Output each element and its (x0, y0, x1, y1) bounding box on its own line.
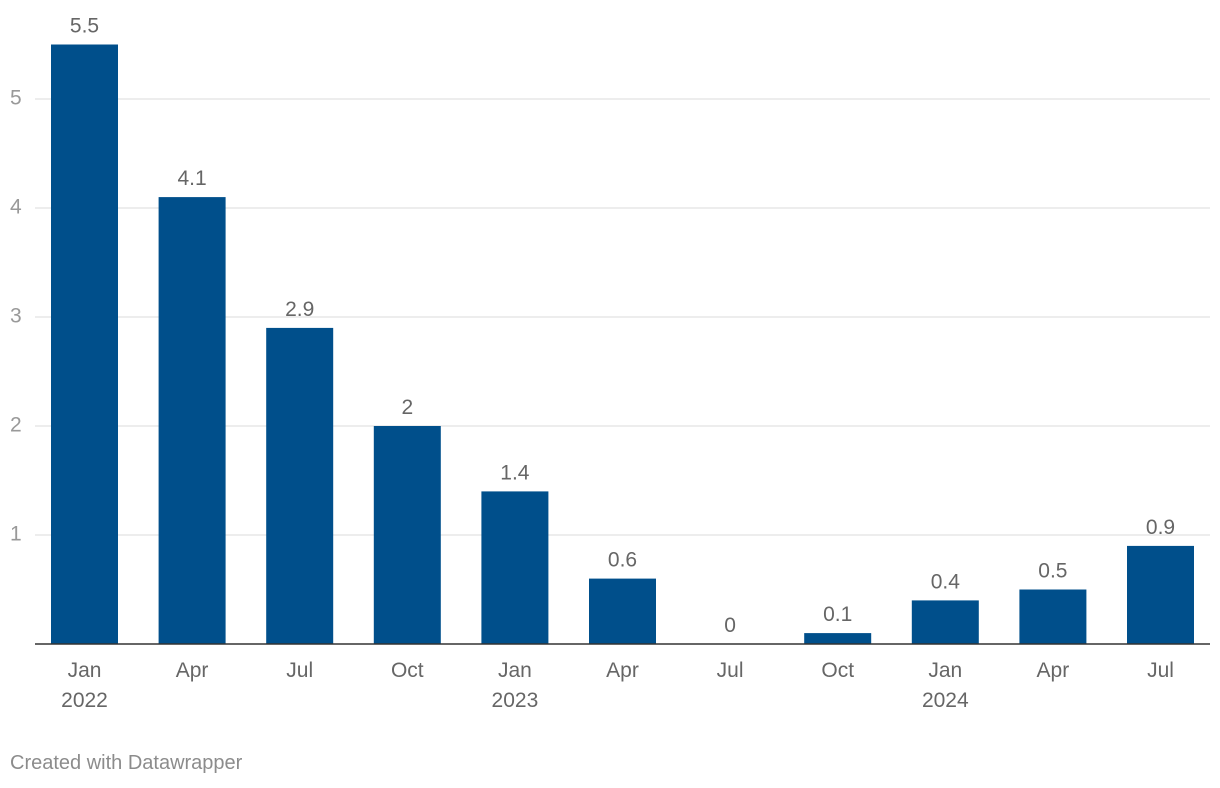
bar (51, 44, 118, 644)
x-tick-label: Jan (68, 659, 102, 682)
bar-value-label: 4.1 (177, 167, 206, 190)
x-axis-ticks: Jan 2022 Apr Jul Oct Jan 2023 Apr Jul Oct Jan 2024 A… (61, 659, 1174, 712)
x-tick-label: Jul (1147, 659, 1174, 682)
y-tick-label: 1 (10, 523, 22, 546)
x-tick-label: Jan (498, 659, 532, 682)
bar-value-label: 0 (724, 614, 736, 637)
x-tick-label: Apr (176, 659, 209, 682)
y-axis-ticks: 1 2 3 4 5 (10, 87, 22, 546)
bars (51, 44, 1194, 644)
x-tick-label: 2024 (922, 689, 969, 712)
y-tick-label: 3 (10, 305, 22, 328)
x-tick-label: Oct (821, 659, 854, 682)
value-labels: 5.5 4.1 2.9 2 1.4 0.6 0 0.1 0.4 0.5 0.9 (70, 15, 1175, 638)
bar-value-label: 0.4 (931, 570, 961, 593)
bar-value-label: 2 (401, 396, 413, 419)
x-tick-label: Jan (928, 659, 962, 682)
x-tick-label: Jul (286, 659, 313, 682)
bar-value-label: 1.4 (500, 461, 530, 484)
credit-text: Created with Datawrapper (10, 752, 243, 774)
bar-value-label: 0.1 (823, 603, 852, 626)
bar (481, 491, 549, 644)
bar (158, 197, 226, 644)
bar (266, 327, 334, 644)
bar (1019, 589, 1087, 644)
bar-chart: 1 2 3 4 5 5.5 4.1 2.9 2 1.4 0.6 0 0.1 0.4 0.5 0.9 Jan 2… (10, 15, 1210, 712)
bar-value-label: 2.9 (285, 298, 314, 321)
x-tick-label: Apr (1037, 659, 1070, 682)
bar (911, 600, 979, 644)
bar-value-label: 0.6 (608, 549, 637, 572)
x-tick-label: Oct (391, 659, 424, 682)
y-tick-label: 5 (10, 87, 22, 110)
grid-lines (35, 98, 1210, 536)
bar (804, 633, 872, 644)
x-tick-label: Jul (717, 659, 744, 682)
bar-value-label: 5.5 (70, 15, 99, 38)
bar (373, 426, 441, 644)
bar-value-label: 0.9 (1146, 516, 1175, 539)
x-tick-label: 2023 (492, 689, 539, 712)
y-tick-label: 2 (10, 414, 22, 437)
bar (589, 578, 656, 644)
y-tick-label: 4 (10, 196, 22, 219)
x-tick-label: 2022 (61, 689, 108, 712)
bar (1127, 545, 1194, 644)
bar-value-label: 0.5 (1038, 560, 1067, 583)
x-tick-label: Apr (606, 659, 639, 682)
